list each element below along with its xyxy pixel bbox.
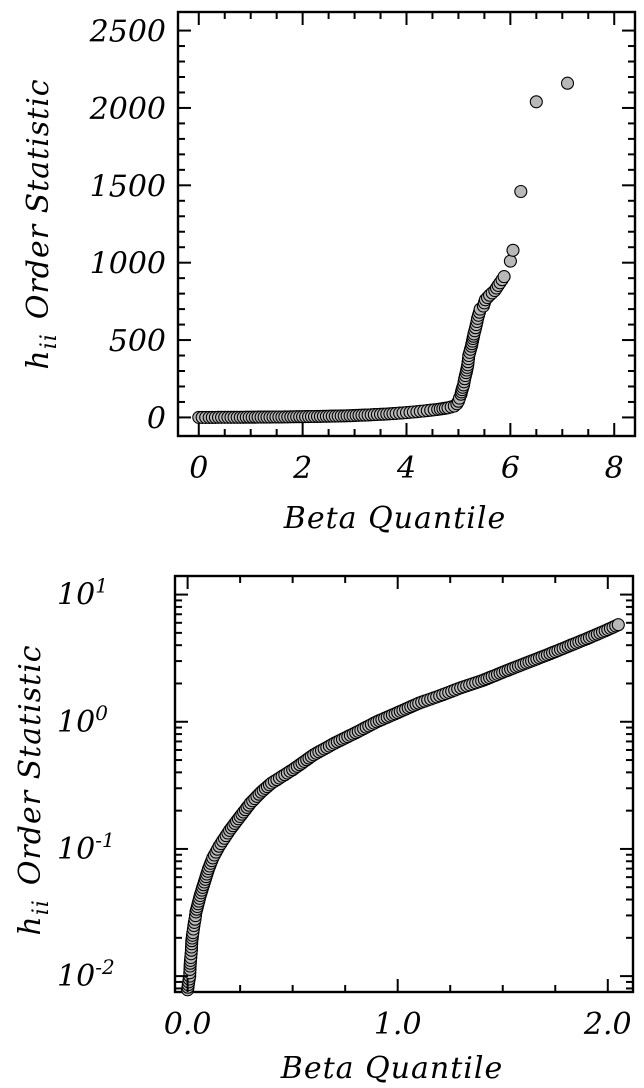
top-data-point [506, 243, 520, 257]
top-x-tick-label: 2 [292, 451, 312, 486]
top-y-tick-label: 1000 [90, 247, 166, 282]
top-y-tick-label: 500 [109, 324, 166, 359]
top-x-tick-label: 6 [501, 451, 520, 486]
bottom-y-label-subscript: ii [29, 899, 54, 915]
bottom-x-tick-label: 1.0 [374, 1007, 422, 1042]
bottom-y-label-rest: Order Statistic [13, 644, 48, 885]
top-data-point [514, 184, 528, 199]
bottom-x-axis-label: Beta Quantile [280, 1051, 503, 1086]
bottom-x-tick-label: 0.0 [164, 1007, 212, 1042]
top-y-label-subscript: ii [37, 333, 62, 349]
top-y-tick-label: 2500 [89, 15, 166, 50]
top-y-tick-label: 1500 [90, 169, 166, 204]
bottom-plot-frame [173, 574, 635, 994]
top-y-ticks: 0 500 1000 1500 2000 2500 [89, 15, 635, 436]
bottom-data-point [611, 618, 625, 632]
bottom-y-tick-label: 10-2 [57, 955, 115, 994]
bottom-y-tick-label: 101 [57, 574, 108, 613]
top-y-axis-label: hii Order Statistic [21, 78, 62, 369]
bottom-chart: 0.0 1.0 2.0 10-2 10-1 100 101 Beta Quantile h… [13, 574, 635, 1086]
top-chart: 0 2 4 6 8 0 500 1000 1500 2000 2500 Beta Quantile… [21, 10, 637, 536]
top-y-label-h: h [21, 349, 56, 369]
top-plot-frame [176, 10, 637, 438]
top-x-tick-label: 8 [605, 451, 624, 486]
bottom-y-tick-label: 100 [57, 701, 108, 740]
top-x-tick-label: 0 [189, 451, 208, 486]
top-x-tick-label: 4 [396, 451, 416, 486]
bottom-x-tick-label: 2.0 [583, 1007, 632, 1042]
top-x-ticks: 0 2 4 6 8 [189, 12, 624, 486]
top-data-point [497, 270, 511, 284]
top-y-label-rest: Order Statistic [21, 78, 56, 319]
top-data-point [503, 254, 517, 268]
top-data-point [529, 95, 543, 109]
bottom-y-tick-label: 10-1 [57, 828, 115, 867]
bottom-y-axis-label: hii Order Statistic [13, 644, 54, 935]
top-data-point [560, 76, 575, 90]
bottom-data-points [181, 618, 625, 997]
bottom-x-ticks: 0.0 1.0 2.0 [164, 576, 632, 1042]
bottom-y-ticks: 10-2 10-1 100 101 [57, 574, 633, 994]
top-y-tick-label: 2000 [89, 92, 166, 127]
bottom-y-label-h: h [13, 915, 48, 935]
top-data-points [192, 76, 575, 424]
top-x-axis-label: Beta Quantile [283, 501, 506, 536]
top-y-tick-label: 0 [147, 401, 166, 436]
